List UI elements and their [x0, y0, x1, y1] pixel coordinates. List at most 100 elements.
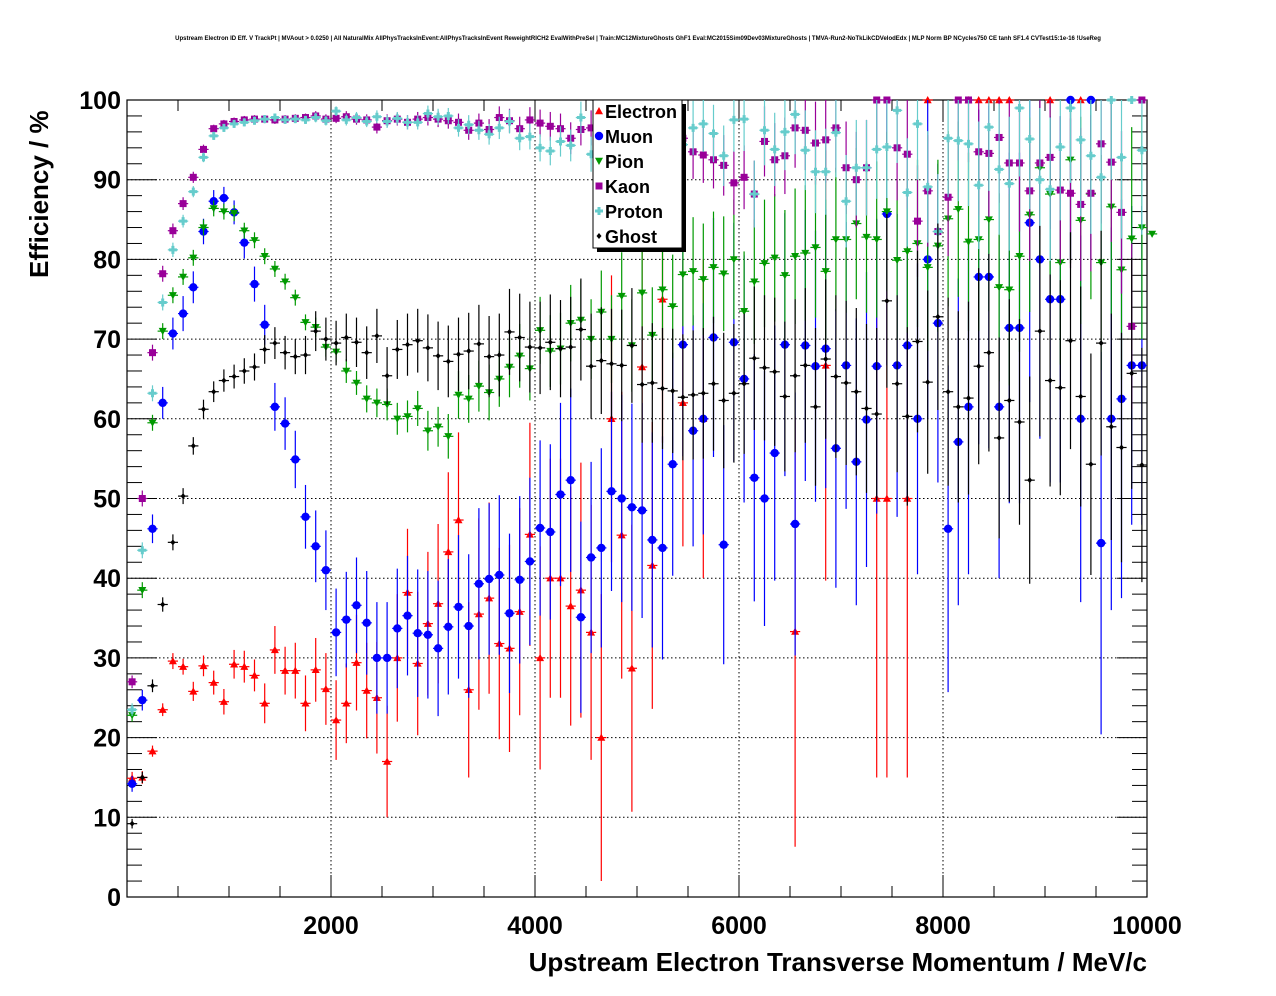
ghost-marker: [721, 397, 727, 404]
legend-item-pion: Pion: [595, 152, 644, 172]
y-tick-label: 30: [93, 645, 121, 673]
muon-marker: [311, 542, 320, 551]
proton-point: [494, 116, 505, 140]
ghost-marker: [303, 352, 308, 359]
ghost-point: [871, 327, 882, 501]
pion-point: [1147, 230, 1158, 238]
muon-point: [433, 580, 444, 717]
pion-marker: [729, 256, 738, 264]
proton-marker: [791, 110, 800, 119]
kaon-marker: [159, 270, 167, 278]
electron-point: [320, 653, 331, 725]
muon-marker: [403, 611, 412, 620]
ghost-point: [1024, 376, 1035, 584]
proton-point: [392, 111, 403, 125]
legend-item-ghost: Ghost: [596, 227, 657, 247]
proton-point: [555, 126, 566, 157]
pion-marker: [740, 308, 749, 316]
pion-marker: [423, 427, 432, 435]
pion-marker: [342, 367, 351, 375]
proton-marker: [281, 115, 290, 124]
pion-marker: [383, 401, 392, 409]
ghost-marker: [282, 349, 288, 356]
electron-point: [157, 703, 168, 717]
y-tick-label: 40: [93, 565, 121, 593]
proton-marker: [505, 117, 514, 126]
electron-marker: [352, 658, 361, 666]
proton-point: [800, 110, 811, 191]
ghost-point: [810, 327, 821, 486]
kaon-marker: [189, 173, 197, 181]
kaon-point: [127, 675, 138, 689]
muon-point: [555, 402, 566, 587]
pion-marker: [301, 319, 310, 327]
muon-marker: [546, 527, 555, 537]
kaon-marker: [169, 227, 177, 235]
ghost-point: [749, 286, 760, 430]
ghost-marker: [629, 342, 635, 349]
muon-point: [514, 496, 525, 664]
pion-point: [443, 414, 454, 459]
pion-marker: [893, 256, 902, 265]
ghost-point: [147, 679, 158, 693]
pion-point: [728, 199, 739, 320]
x-tick-label: 6000: [711, 912, 767, 940]
ghost-point: [208, 381, 219, 403]
muon-point: [402, 555, 413, 676]
ghost-point: [310, 311, 321, 352]
y-tick-label: 90: [93, 167, 121, 195]
proton-point: [973, 121, 984, 250]
ghost-point: [881, 213, 892, 388]
muon-marker: [352, 601, 361, 610]
proton-point: [1004, 116, 1015, 251]
ghost-point: [769, 297, 780, 446]
ghost-marker: [670, 387, 676, 394]
proton-point: [1116, 100, 1127, 239]
ghost-point: [698, 327, 709, 459]
ghost-point: [1075, 286, 1086, 507]
muon-marker: [770, 448, 779, 458]
pion-marker: [189, 254, 198, 262]
y-tick-label: 60: [93, 406, 121, 434]
ghost-point: [504, 288, 515, 375]
ghost-point: [606, 308, 617, 419]
proton-point: [983, 100, 994, 191]
ghost-marker: [986, 349, 992, 356]
electron-marker: [1046, 96, 1055, 104]
electron-point: [249, 659, 260, 692]
proton-point: [871, 100, 882, 199]
proton-point: [1045, 117, 1056, 261]
muon-point: [371, 602, 382, 714]
pion-point: [830, 167, 841, 312]
legend-label: Muon: [605, 127, 653, 147]
kaon-point: [147, 344, 158, 361]
proton-point: [830, 100, 841, 178]
proton-marker: [199, 153, 208, 162]
ghost-point: [575, 278, 586, 381]
ghost-point: [433, 321, 444, 391]
kaon-point: [157, 265, 168, 282]
pion-marker: [668, 303, 677, 311]
ghost-point: [647, 323, 658, 443]
electron-marker: [383, 757, 392, 765]
pion-marker: [1015, 253, 1024, 261]
ghost-marker: [976, 363, 982, 370]
ghost-point: [657, 327, 668, 450]
ghost-marker: [609, 360, 614, 367]
electron-marker: [301, 699, 310, 707]
ghost-marker: [782, 393, 788, 400]
proton-point: [249, 116, 260, 125]
ghost-marker: [323, 336, 329, 343]
pion-marker: [617, 292, 626, 301]
muon-point: [596, 448, 607, 648]
kaon-point: [188, 171, 199, 183]
pion-marker: [719, 270, 728, 278]
proton-marker: [128, 705, 137, 714]
ghost-marker: [445, 358, 451, 365]
pion-marker: [801, 249, 810, 258]
ghost-point: [1045, 274, 1056, 487]
proton-marker: [831, 128, 840, 137]
ghost-marker: [568, 344, 574, 351]
muon-marker: [597, 543, 606, 553]
ghost-point: [290, 339, 301, 375]
